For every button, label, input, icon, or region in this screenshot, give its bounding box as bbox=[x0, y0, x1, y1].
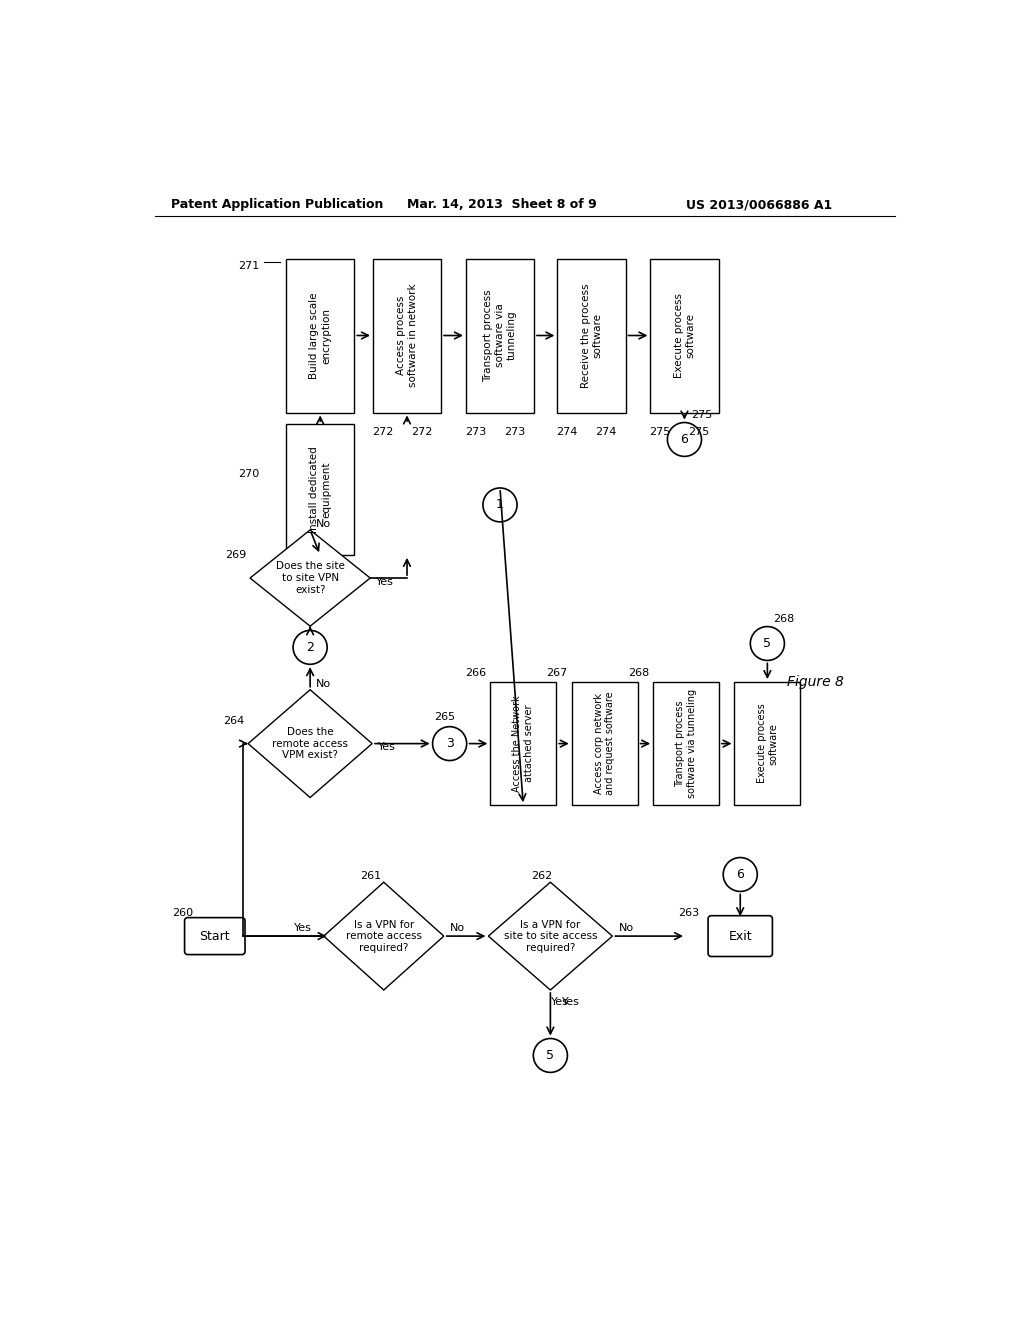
Circle shape bbox=[723, 858, 758, 891]
Text: 270: 270 bbox=[238, 469, 259, 479]
Text: 261: 261 bbox=[360, 871, 382, 880]
Text: Yes: Yes bbox=[551, 997, 568, 1007]
Text: 273: 273 bbox=[465, 426, 486, 437]
Polygon shape bbox=[248, 689, 372, 797]
FancyBboxPatch shape bbox=[373, 259, 441, 412]
Text: 262: 262 bbox=[531, 871, 552, 880]
FancyBboxPatch shape bbox=[286, 424, 354, 554]
FancyBboxPatch shape bbox=[466, 259, 535, 412]
Text: 275: 275 bbox=[688, 426, 710, 437]
Text: 266: 266 bbox=[465, 668, 486, 677]
Text: Yes: Yes bbox=[377, 577, 394, 587]
Text: 275: 275 bbox=[690, 409, 712, 420]
Text: 267: 267 bbox=[547, 668, 568, 677]
Polygon shape bbox=[324, 882, 443, 990]
Text: Start: Start bbox=[200, 929, 230, 942]
FancyBboxPatch shape bbox=[734, 682, 801, 805]
Text: No: No bbox=[450, 924, 465, 933]
Text: 273: 273 bbox=[504, 426, 525, 437]
Circle shape bbox=[668, 422, 701, 457]
Text: US 2013/0066886 A1: US 2013/0066886 A1 bbox=[686, 198, 833, 211]
Text: 275: 275 bbox=[649, 426, 671, 437]
Polygon shape bbox=[488, 882, 612, 990]
FancyBboxPatch shape bbox=[708, 916, 772, 957]
FancyBboxPatch shape bbox=[653, 682, 719, 805]
Text: Exit: Exit bbox=[728, 929, 752, 942]
Text: Build large scale
encryption: Build large scale encryption bbox=[309, 292, 331, 379]
Polygon shape bbox=[250, 529, 371, 626]
Text: 2: 2 bbox=[306, 640, 314, 653]
Text: No: No bbox=[316, 519, 332, 529]
Text: Figure 8: Figure 8 bbox=[786, 675, 844, 689]
Text: No: No bbox=[316, 678, 332, 689]
FancyBboxPatch shape bbox=[490, 682, 556, 805]
Text: Does the site
to site VPN
exist?: Does the site to site VPN exist? bbox=[275, 561, 344, 594]
Text: Is a VPN for
site to site access
required?: Is a VPN for site to site access require… bbox=[504, 920, 597, 953]
Circle shape bbox=[534, 1039, 567, 1072]
Text: No: No bbox=[618, 924, 634, 933]
Text: 263: 263 bbox=[678, 908, 699, 917]
Text: 264: 264 bbox=[223, 715, 245, 726]
Text: Patent Application Publication: Patent Application Publication bbox=[171, 198, 383, 211]
Text: Is a VPN for
remote access
required?: Is a VPN for remote access required? bbox=[346, 920, 422, 953]
Text: 269: 269 bbox=[225, 550, 246, 560]
Circle shape bbox=[293, 631, 328, 664]
Circle shape bbox=[432, 726, 467, 760]
Text: Access process
software in network: Access process software in network bbox=[396, 284, 418, 387]
Text: 6: 6 bbox=[681, 433, 688, 446]
Text: Install dedicated
equipment: Install dedicated equipment bbox=[309, 446, 331, 533]
Text: 260: 260 bbox=[172, 908, 194, 917]
Text: 274: 274 bbox=[557, 426, 578, 437]
FancyBboxPatch shape bbox=[286, 259, 354, 412]
Text: Access corp network
and request software: Access corp network and request software bbox=[594, 692, 615, 796]
Text: 268: 268 bbox=[773, 614, 795, 624]
Circle shape bbox=[483, 488, 517, 521]
Text: Yes: Yes bbox=[562, 997, 580, 1007]
Text: Execute process
software: Execute process software bbox=[757, 704, 778, 784]
Text: 271: 271 bbox=[238, 261, 259, 271]
Circle shape bbox=[751, 627, 784, 660]
Text: Access the Network
attached server: Access the Network attached server bbox=[512, 696, 535, 792]
Text: 5: 5 bbox=[763, 638, 771, 649]
Text: 274: 274 bbox=[595, 426, 616, 437]
FancyBboxPatch shape bbox=[557, 259, 626, 412]
FancyBboxPatch shape bbox=[650, 259, 719, 412]
Text: 272: 272 bbox=[372, 426, 393, 437]
Text: 265: 265 bbox=[434, 711, 456, 722]
Text: 272: 272 bbox=[411, 426, 432, 437]
Text: Transport process
software via
tunneling: Transport process software via tunneling bbox=[483, 289, 516, 381]
Text: 5: 5 bbox=[547, 1049, 554, 1063]
Text: Yes: Yes bbox=[378, 742, 396, 752]
Text: 1: 1 bbox=[496, 499, 504, 511]
Text: 3: 3 bbox=[445, 737, 454, 750]
Text: 6: 6 bbox=[736, 869, 744, 880]
Text: Transport process
software via tunneling: Transport process software via tunneling bbox=[675, 689, 696, 799]
Text: Execute process
software: Execute process software bbox=[674, 293, 695, 378]
Text: Mar. 14, 2013  Sheet 8 of 9: Mar. 14, 2013 Sheet 8 of 9 bbox=[407, 198, 597, 211]
Text: Receive the process
software: Receive the process software bbox=[581, 284, 602, 388]
FancyBboxPatch shape bbox=[571, 682, 638, 805]
Text: Yes: Yes bbox=[294, 924, 312, 933]
FancyBboxPatch shape bbox=[184, 917, 245, 954]
Text: Does the
remote access
VPM exist?: Does the remote access VPM exist? bbox=[272, 727, 348, 760]
Text: 268: 268 bbox=[628, 668, 649, 677]
